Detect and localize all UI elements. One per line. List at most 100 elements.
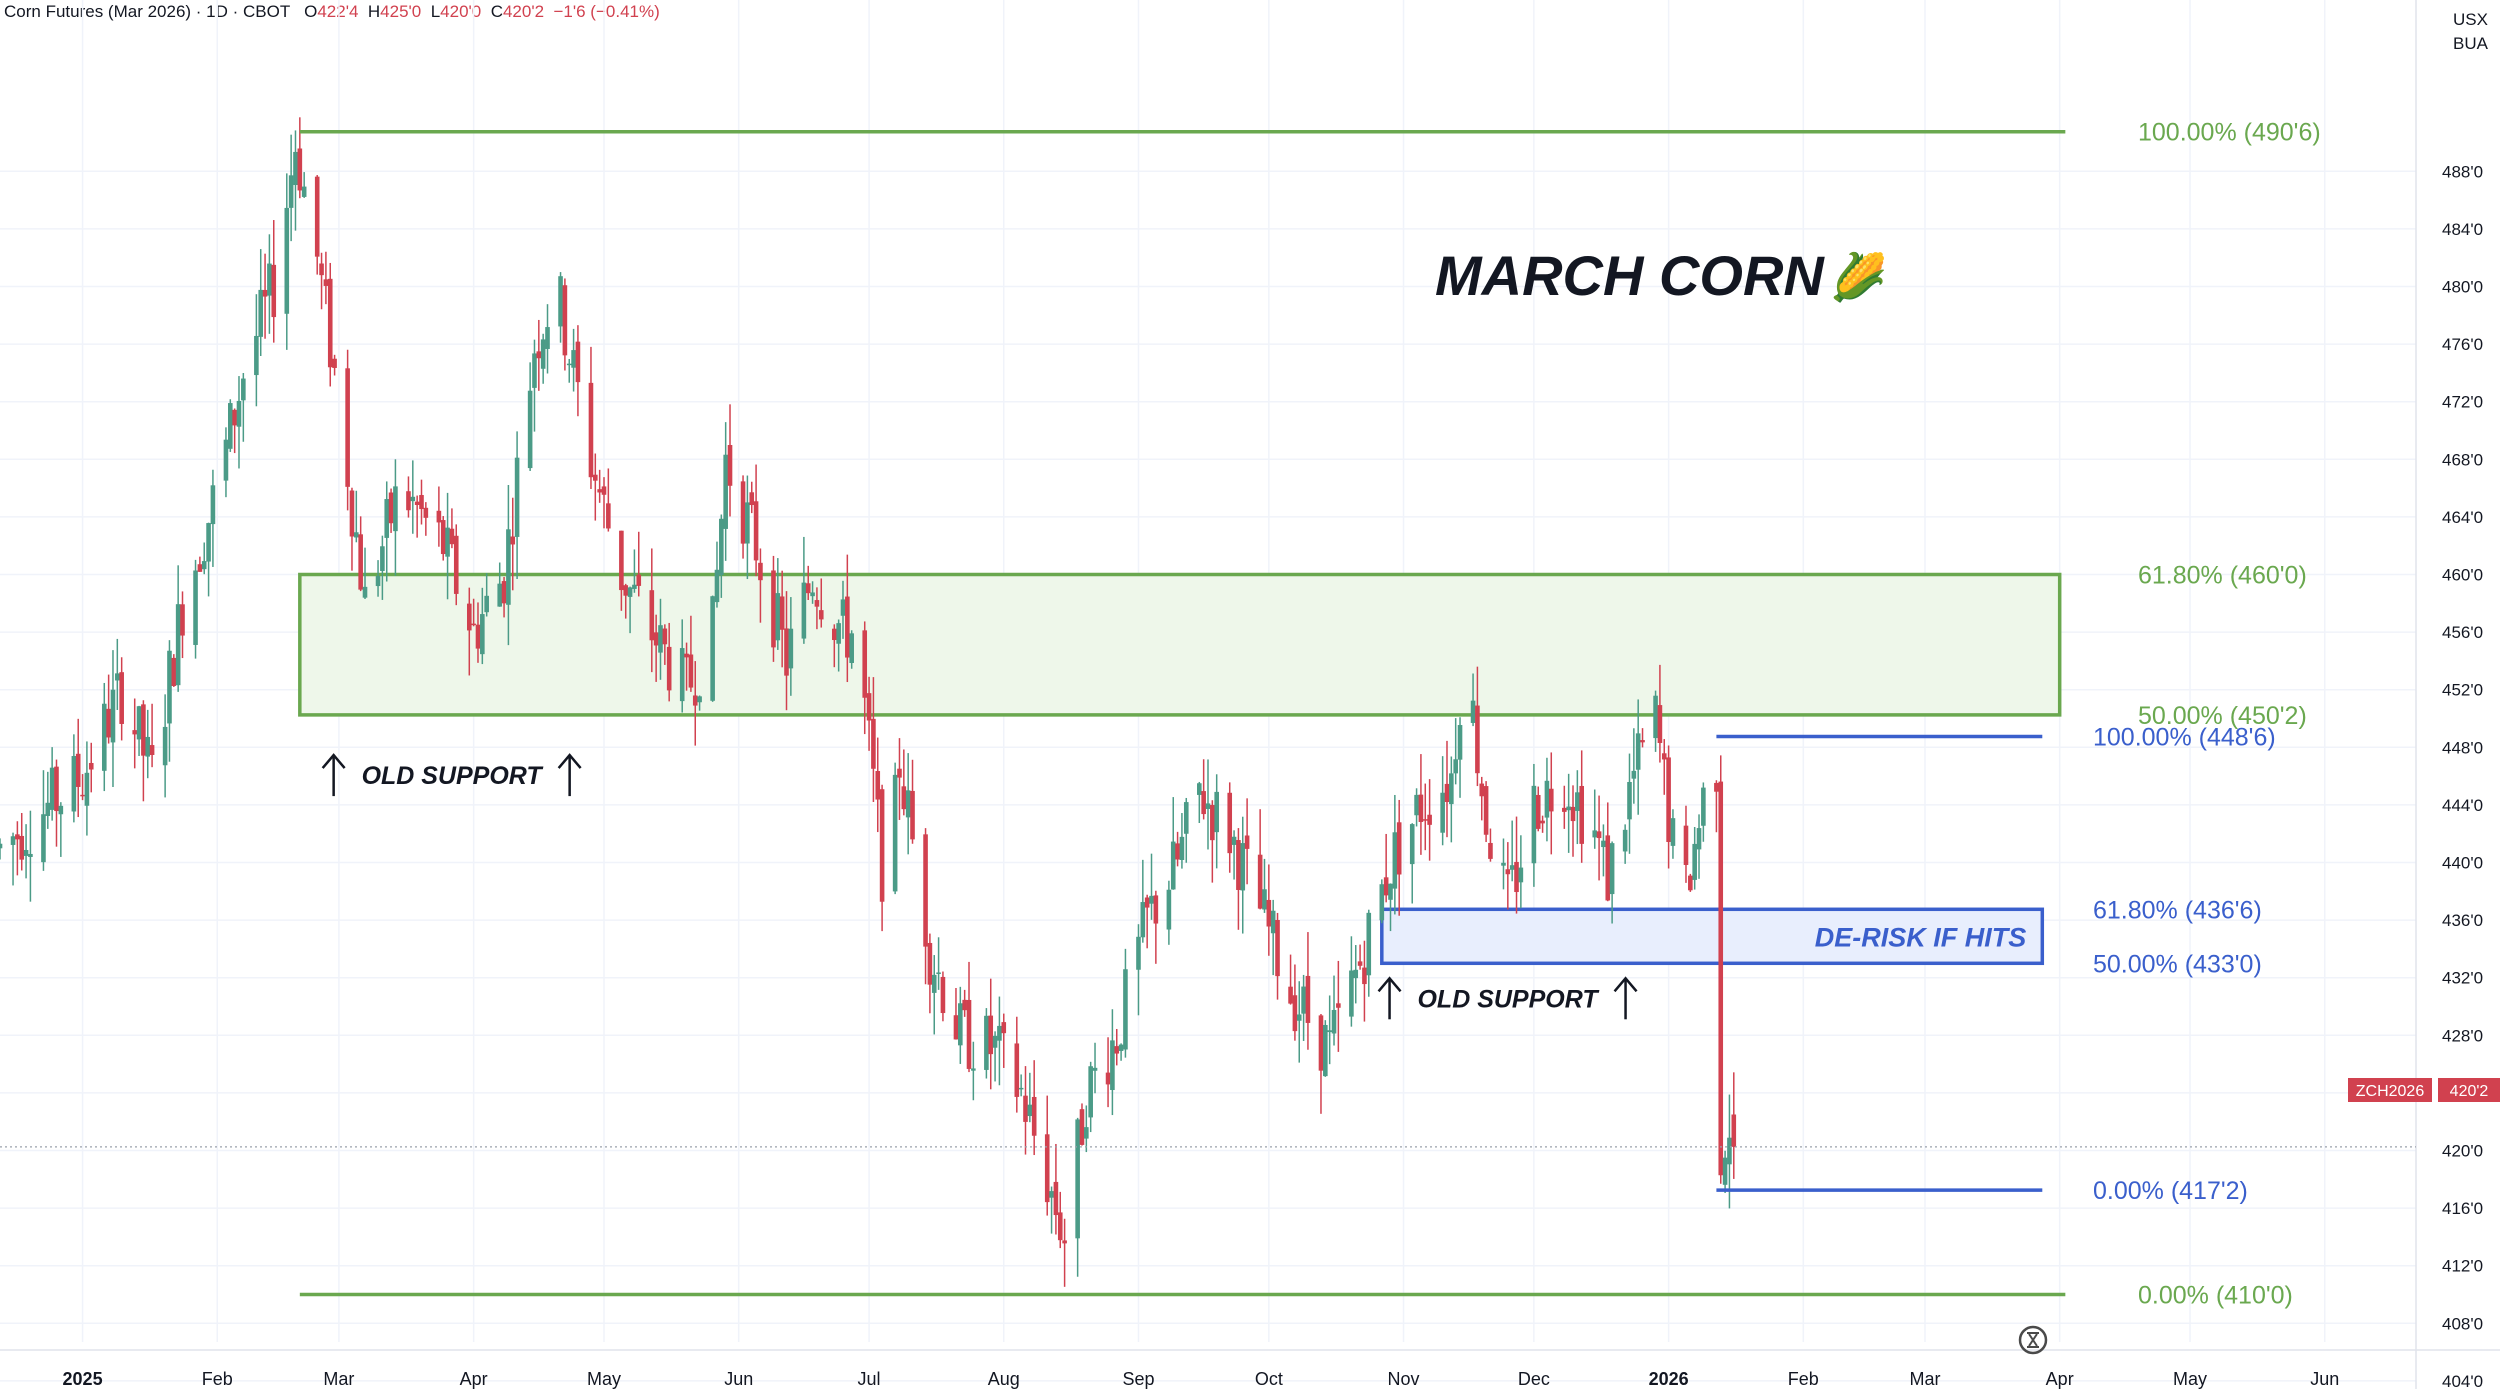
- candle-body: [897, 768, 902, 778]
- candle-body: [358, 534, 363, 590]
- candle-body: [1110, 1040, 1115, 1091]
- green-fib-label: 61.80% (460'0): [2138, 562, 2307, 590]
- candle-body: [931, 974, 937, 993]
- candle-body: [497, 583, 503, 607]
- candle-body: [940, 976, 946, 1014]
- time-axis[interactable]: 2025 Feb Mar Apr May Jun Jul Aug Sep Oct Nov Dec 202…: [63, 1369, 2340, 1389]
- green-fib-label: 100.00% (490'6): [2138, 119, 2321, 147]
- y-tick-label: 440'0: [2442, 854, 2483, 873]
- x-tick-label: Apr: [2046, 1369, 2074, 1389]
- candle-body: [362, 586, 368, 598]
- candle-body: [1075, 1119, 1080, 1239]
- candle-body: [1062, 1240, 1067, 1244]
- candle-body: [810, 592, 815, 597]
- fib-zones: DE-RISK IF HITS: [298, 572, 2062, 966]
- candle-body: [571, 350, 576, 368]
- candle-body: [414, 501, 420, 505]
- candle-body: [332, 358, 337, 368]
- replay-icon[interactable]: [2018, 1325, 2048, 1355]
- low-label: L: [430, 2, 441, 21]
- symbol-description[interactable]: Corn Futures (Mar 2026) · 1D · CBOT: [4, 2, 290, 21]
- candle-body: [784, 628, 789, 676]
- candle-body: [1596, 831, 1602, 839]
- candle-body: [836, 623, 841, 644]
- old-support-label: OLD SUPPORT: [362, 762, 545, 790]
- candle-body: [866, 693, 872, 721]
- candle-body: [1683, 825, 1689, 865]
- candle-body: [905, 790, 911, 818]
- y-tick-label: 488'0: [2442, 162, 2483, 181]
- candle-body: [1323, 1024, 1328, 1077]
- candle-body: [319, 263, 324, 276]
- candle-body: [1140, 902, 1146, 938]
- candle-body: [1414, 794, 1419, 816]
- candle-body: [480, 614, 485, 655]
- open-label: O: [304, 2, 318, 21]
- candle-body: [688, 654, 694, 688]
- price-tag-symbol: ZCH2026: [2356, 1083, 2425, 1100]
- price-scale-units[interactable]: USX BUA: [2453, 2, 2488, 62]
- candle-body: [849, 633, 854, 664]
- candle-body: [297, 148, 303, 191]
- x-tick-label: Jun: [2310, 1369, 2339, 1389]
- candle-body: [1023, 1095, 1028, 1122]
- candle-body: [1657, 705, 1663, 743]
- candle-body: [1661, 753, 1667, 760]
- candle-body: [28, 853, 33, 857]
- blue-fib-zone: [1380, 907, 2045, 966]
- candle-body: [745, 502, 750, 544]
- x-tick-label: Aug: [988, 1369, 1020, 1389]
- candle-body: [419, 495, 424, 510]
- candle-body: [1049, 1191, 1054, 1198]
- candle-body: [375, 576, 381, 587]
- candle-body: [840, 599, 846, 616]
- candle-body: [510, 536, 516, 545]
- candle-body: [449, 528, 455, 545]
- y-tick-label: 432'0: [2442, 969, 2483, 988]
- candle-body: [545, 327, 550, 349]
- blue-fib-label: 50.00% (433'0): [2093, 950, 2262, 978]
- candle-body: [984, 1015, 989, 1070]
- candle-body: [658, 625, 663, 653]
- candle-body: [1214, 791, 1219, 833]
- candle-body: [41, 814, 46, 863]
- corn-icon: 🌽: [1830, 249, 1887, 304]
- candle-body: [727, 445, 733, 486]
- green-fib-label: 50.00% (450'2): [2138, 702, 2307, 730]
- y-tick-label: 444'0: [2442, 796, 2483, 815]
- candle-body: [0, 843, 3, 849]
- candle-body: [1609, 843, 1615, 895]
- candle-body: [649, 590, 655, 641]
- candle-body: [679, 648, 685, 702]
- candle-body: [753, 501, 759, 561]
- currency-label: USX: [2453, 10, 2488, 29]
- candle-body: [271, 264, 277, 318]
- candle-body: [1488, 842, 1493, 859]
- candle-body: [562, 285, 568, 356]
- candle-body: [388, 492, 394, 524]
- candle-body: [619, 530, 624, 591]
- x-tick-label: Dec: [1518, 1369, 1550, 1389]
- candle-body: [210, 485, 216, 525]
- candle-body: [410, 496, 416, 502]
- candle-body: [1627, 781, 1632, 820]
- candle-body: [180, 604, 185, 636]
- candle-body: [1336, 1003, 1341, 1008]
- candle-body: [558, 276, 563, 327]
- candle-body: [1418, 794, 1424, 822]
- candle-body: [1227, 792, 1233, 854]
- candle-body: [141, 704, 146, 756]
- price-axis[interactable]: 404'0408'0412'0416'0420'0424'0428'0432'0…: [2442, 162, 2483, 1389]
- annotations: OLD SUPPORT OLD SUPPORT: [321, 753, 1638, 1020]
- candle-body: [862, 630, 868, 698]
- candle-body: [632, 584, 637, 589]
- candle-body: [1453, 759, 1458, 774]
- candle-body: [1175, 843, 1180, 860]
- candle-body: [723, 454, 728, 529]
- candle-body: [1366, 912, 1372, 976]
- candle-body: [1357, 961, 1363, 966]
- candle-body: [1144, 897, 1150, 908]
- candle-body: [1444, 783, 1450, 803]
- candle-body: [49, 767, 55, 810]
